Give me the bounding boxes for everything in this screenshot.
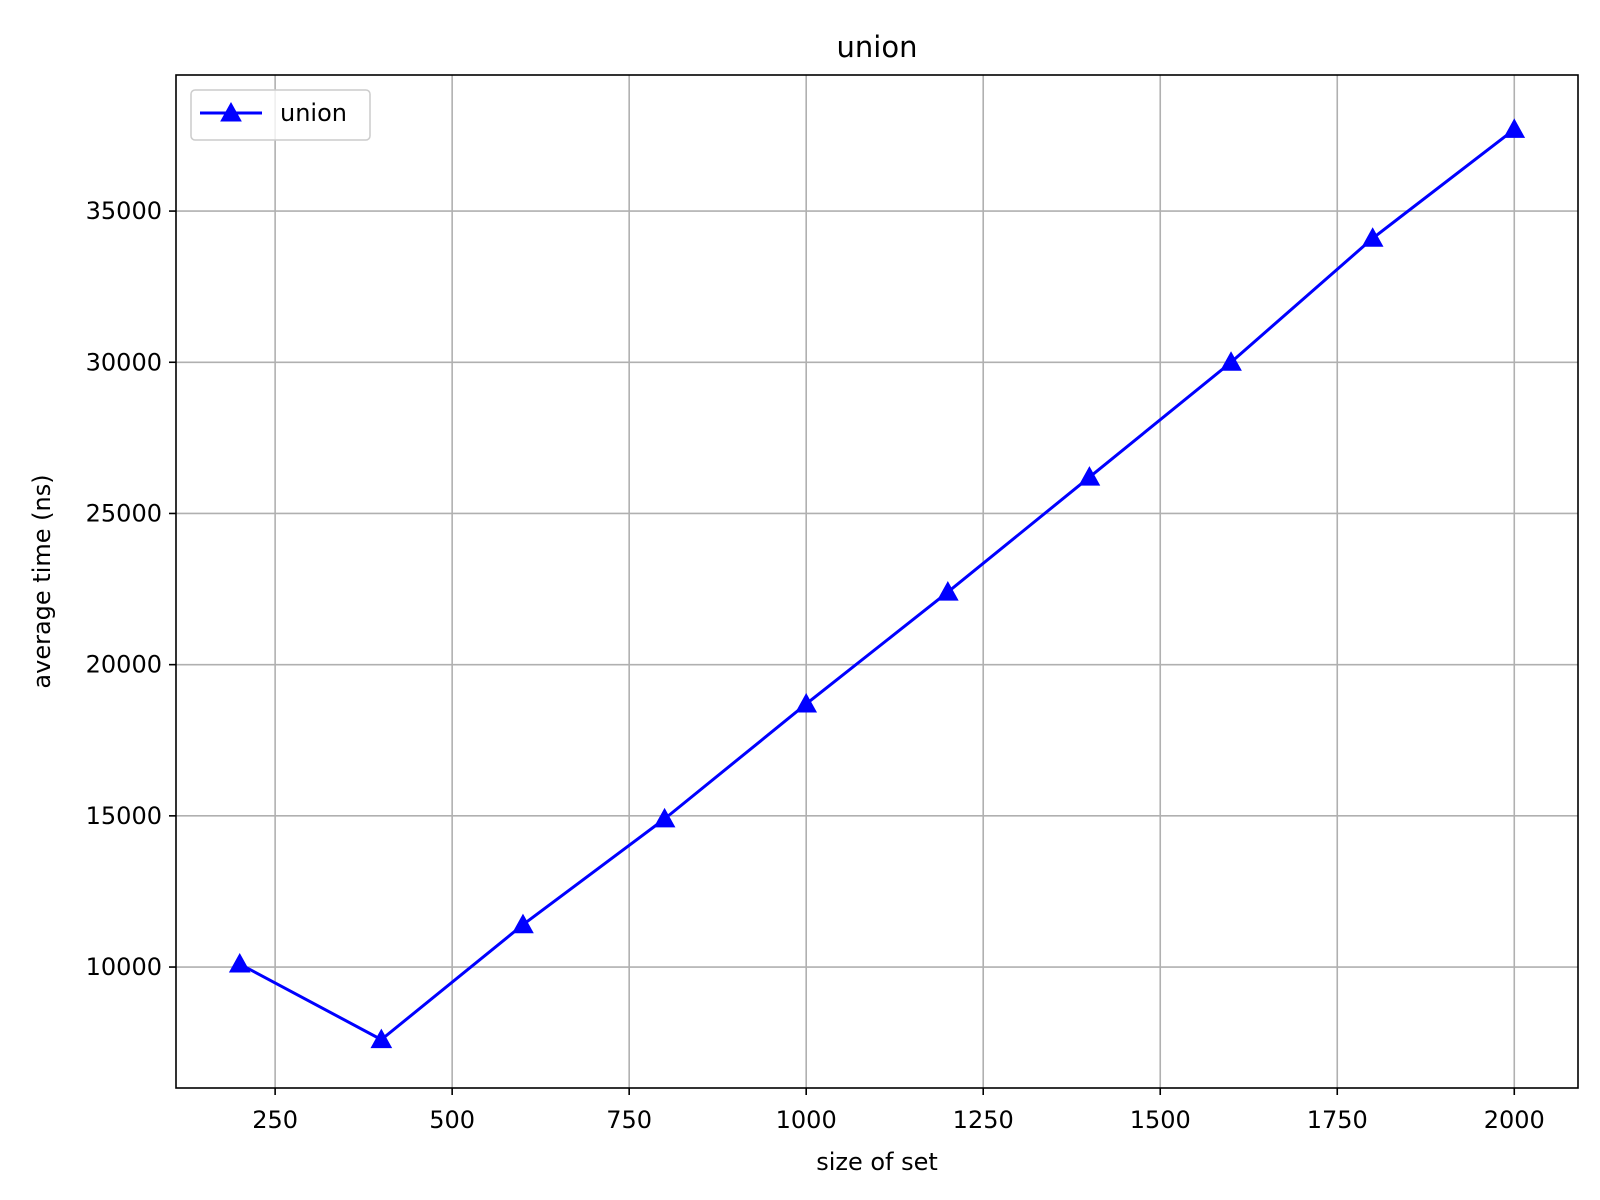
y-tick-label: 20000 <box>86 651 162 679</box>
legend-marker-triangle <box>220 101 242 122</box>
x-axis-label: size of set <box>816 1148 938 1176</box>
y-tick-label: 25000 <box>86 499 162 527</box>
x-tick-label: 1750 <box>1307 1106 1368 1134</box>
grid <box>176 75 1578 1088</box>
series-layer <box>228 118 1526 1049</box>
y-tick-label: 10000 <box>86 953 162 981</box>
data-point <box>936 581 959 601</box>
x-axis: 250 500 750 1000 1250 1500 1750 2000 <box>252 1088 1545 1134</box>
x-tick-label: 1500 <box>1130 1106 1191 1134</box>
x-tick-label: 500 <box>429 1106 475 1134</box>
data-point <box>370 1028 393 1049</box>
y-axis: 10000 15000 20000 25000 30000 35000 <box>86 197 176 981</box>
y-tick-label: 30000 <box>86 348 162 376</box>
data-point <box>512 913 534 934</box>
y-tick-label: 35000 <box>86 197 162 225</box>
y-axis-label: average time (ns) <box>28 474 56 688</box>
series-line <box>239 128 1516 1042</box>
legend: union <box>190 89 371 141</box>
data-point <box>1220 351 1242 371</box>
x-tick-label: 1250 <box>953 1106 1014 1134</box>
x-tick-label: 1000 <box>776 1106 837 1134</box>
x-tick-label: 750 <box>606 1106 652 1134</box>
data-point <box>228 952 251 973</box>
y-tick-label: 15000 <box>86 802 162 830</box>
chart-title: union <box>837 30 918 64</box>
legend-label: union <box>280 99 347 127</box>
x-tick-label: 2000 <box>1484 1106 1545 1134</box>
plot-frame <box>175 74 1579 1089</box>
data-point <box>1361 227 1384 247</box>
data-point <box>795 692 818 713</box>
data-point <box>1078 466 1101 486</box>
data-point <box>653 807 676 828</box>
data-point <box>1503 118 1526 138</box>
legend-box <box>190 89 371 141</box>
x-tick-label: 250 <box>252 1106 298 1134</box>
